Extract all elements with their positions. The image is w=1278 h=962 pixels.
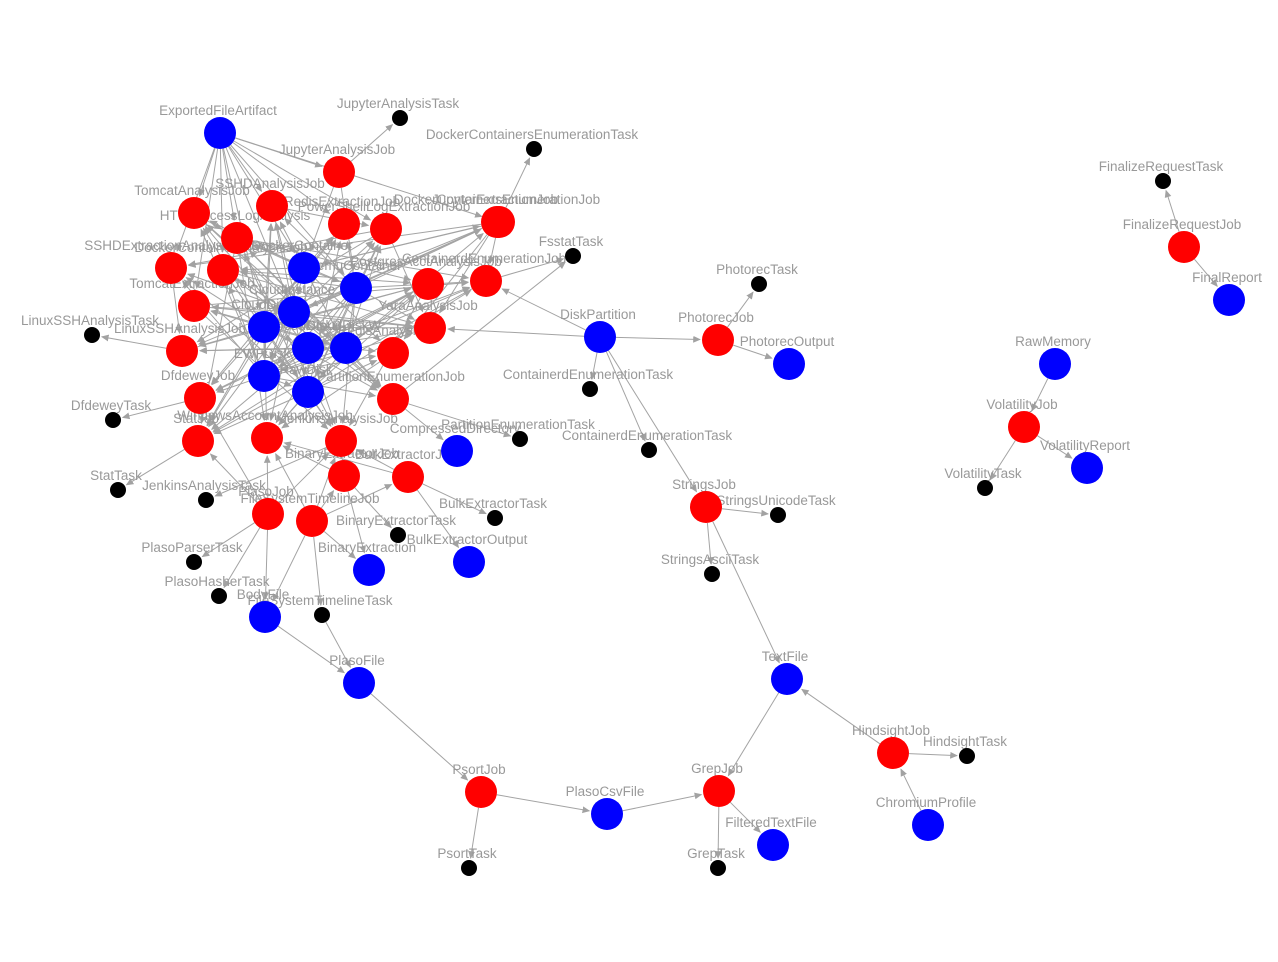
svg-text:LinuxSSHAnalysisJob: LinuxSSHAnalysisJob — [114, 321, 246, 336]
svg-text:QemuContainer: QemuContainer — [306, 258, 402, 273]
svg-text:JupyterAnalysisTask: JupyterAnalysisTask — [337, 96, 460, 111]
svg-text:StringsAsciiTask: StringsAsciiTask — [661, 552, 760, 567]
svg-text:DfdeweyJob: DfdeweyJob — [161, 368, 235, 383]
svg-text:FsstatTask: FsstatTask — [539, 234, 604, 249]
svg-text:BinaryExtraction: BinaryExtraction — [318, 540, 416, 555]
svg-text:GrepJob: GrepJob — [691, 761, 743, 776]
svg-text:FinalizeRequestTask: FinalizeRequestTask — [1099, 159, 1224, 174]
svg-text:EWFDisk: EWFDisk — [234, 346, 290, 361]
svg-text:DockerContainersEnumerationTas: DockerContainersEnumerationTask — [426, 127, 639, 142]
svg-text:RawDisk: RawDisk — [279, 362, 333, 377]
svg-text:JupyterAnalysisJob: JupyterAnalysisJob — [279, 142, 395, 157]
svg-text:FinalReport: FinalReport — [1192, 270, 1262, 285]
svg-text:JenkinsAnalysisJob: JenkinsAnalysisJob — [280, 411, 398, 426]
svg-text:YaraAnalysisJob: YaraAnalysisJob — [378, 298, 478, 313]
svg-text:BulkExtractorOutput: BulkExtractorOutput — [407, 532, 528, 547]
svg-text:PhotorecJob: PhotorecJob — [678, 310, 754, 325]
svg-text:PlasoParserTask: PlasoParserTask — [141, 540, 243, 555]
svg-text:PsortJob: PsortJob — [452, 762, 505, 777]
svg-text:VolatilityReport: VolatilityReport — [1040, 438, 1130, 453]
svg-text:RawMemory: RawMemory — [1015, 334, 1091, 349]
svg-text:SSHDAnalysisJob: SSHDAnalysisJob — [215, 176, 325, 191]
svg-text:HindsightTask: HindsightTask — [923, 734, 1007, 749]
svg-text:CloudDiskW: CloudDiskW — [307, 318, 382, 333]
svg-text:PhotorecTask: PhotorecTask — [716, 262, 798, 277]
svg-text:CloudInstance: CloudInstance — [249, 282, 335, 297]
svg-text:PhotorecOutput: PhotorecOutput — [740, 334, 835, 349]
svg-text:TextFile: TextFile — [762, 649, 809, 664]
svg-text:PlasoFile: PlasoFile — [329, 653, 385, 668]
svg-text:VolatilityTask: VolatilityTask — [944, 466, 1022, 481]
svg-text:StatTask: StatTask — [90, 468, 142, 483]
svg-text:StringsUnicodeTask: StringsUnicodeTask — [716, 493, 836, 508]
svg-text:BinaryExtractorTask: BinaryExtractorTask — [336, 513, 456, 528]
svg-text:StringsJob: StringsJob — [672, 477, 736, 492]
svg-text:FilteredTextFile: FilteredTextFile — [725, 815, 817, 830]
svg-text:DfdeweyTask: DfdeweyTask — [71, 398, 152, 413]
svg-text:GrepTask: GrepTask — [687, 846, 745, 861]
svg-text:PlasoCsvFile: PlasoCsvFile — [566, 784, 645, 799]
svg-text:VolatilityJob: VolatilityJob — [986, 397, 1057, 412]
svg-text:ContainerdEnumerationTask: ContainerdEnumerationTask — [503, 367, 674, 382]
svg-text:DiskPartition: DiskPartition — [560, 307, 636, 322]
svg-text:BulkExtractorTask: BulkExtractorTask — [439, 496, 547, 511]
svg-text:ExportedFileArtifact: ExportedFileArtifact — [159, 103, 277, 118]
svg-text:DockerContainer: DockerContainer — [251, 238, 353, 253]
svg-text:ChromiumProfile: ChromiumProfile — [876, 795, 977, 810]
svg-text:PsortTask: PsortTask — [437, 846, 497, 861]
svg-text:ContainerdEnumerationTask: ContainerdEnumerationTask — [562, 428, 733, 443]
svg-text:PartitionEnumerationJob: PartitionEnumerationJob — [317, 369, 465, 384]
svg-text:JupyterExtractionJob: JupyterExtractionJob — [432, 192, 558, 207]
svg-text:FinalizeRequestJob: FinalizeRequestJob — [1123, 217, 1242, 232]
svg-text:ContainerdEnumerationJob: ContainerdEnumerationJob — [402, 251, 566, 266]
svg-text:HindsightJob: HindsightJob — [852, 723, 930, 738]
